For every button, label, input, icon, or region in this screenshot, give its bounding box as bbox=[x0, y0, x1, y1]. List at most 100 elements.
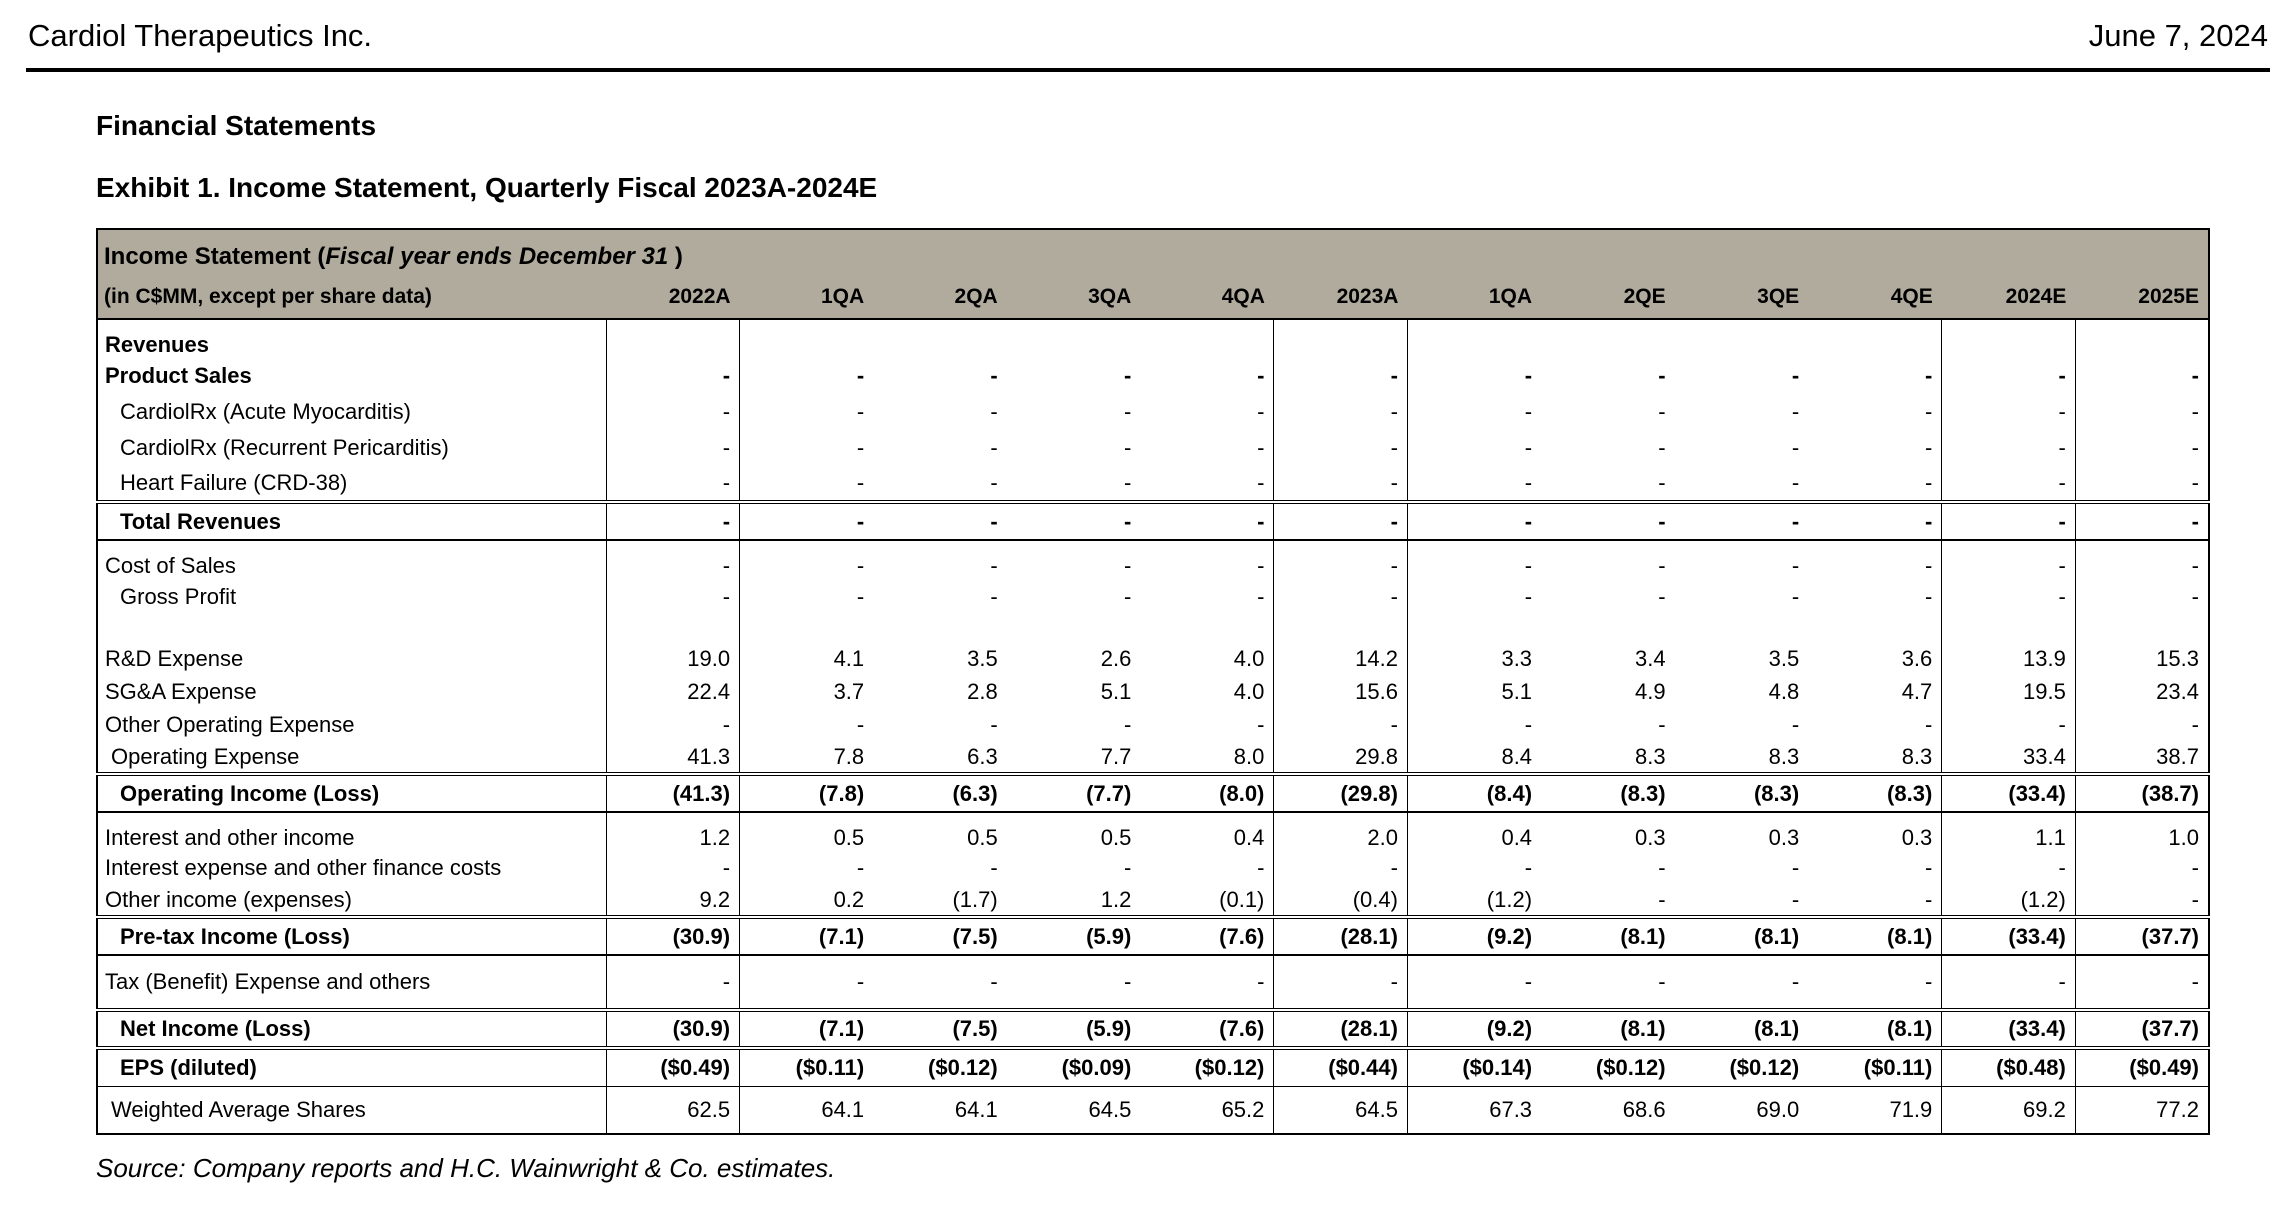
cell-value: - bbox=[1123, 711, 1132, 737]
cell-value bbox=[2075, 615, 2209, 642]
table-title-italic: Fiscal year ends December 31 bbox=[325, 242, 669, 270]
cell-value: 69.2 bbox=[1941, 1086, 2076, 1134]
cell-value: 4.1 bbox=[833, 645, 865, 671]
cell-value: - bbox=[1273, 851, 1408, 884]
table-title: Income Statement (Fiscal year ends Decem… bbox=[97, 229, 2209, 275]
cell-value: (5.9) bbox=[1006, 1008, 1141, 1050]
cell-value: 4.0 bbox=[1140, 642, 1275, 675]
cell-value: - bbox=[1808, 579, 1943, 615]
row-label: Tax (Benefit) Expense and others bbox=[97, 955, 607, 1010]
table-row: Total Revenues - - - - - - - - - - - - bbox=[97, 500, 2209, 541]
row-label: SG&A Expense bbox=[97, 675, 607, 708]
column-header: 2QA bbox=[873, 275, 1007, 320]
cell-value: - bbox=[1941, 358, 2076, 394]
cell-value: - bbox=[990, 584, 998, 609]
cell-value: 7.7 bbox=[1100, 743, 1132, 769]
row-label: Other Operating Expense bbox=[97, 708, 607, 741]
cell-value: - bbox=[990, 553, 998, 578]
cell-value: - bbox=[990, 711, 998, 737]
cell-value: 33.4 bbox=[1941, 741, 2076, 774]
cell-value bbox=[1007, 615, 1141, 642]
cell-value bbox=[873, 319, 1007, 358]
cell-value: 3.3 bbox=[1501, 645, 1533, 671]
cell-value: (8.1) bbox=[1541, 915, 1675, 956]
cell-value: - bbox=[1123, 584, 1132, 609]
cell-value: (37.7) bbox=[2075, 1008, 2209, 1050]
cell-value: ($0.11) bbox=[1808, 1048, 1943, 1087]
cell-value: (7.6) bbox=[1140, 915, 1275, 956]
cell-value: - bbox=[856, 553, 865, 578]
cell-value: (7.1) bbox=[739, 1008, 874, 1050]
section-title: Financial Statements bbox=[96, 110, 377, 141]
cell-value: 29.8 bbox=[1273, 741, 1408, 774]
cell-value: - bbox=[1524, 553, 1533, 578]
table-header: Income Statement (Fiscal year ends Decem… bbox=[97, 229, 2209, 320]
cell-value: 64.1 bbox=[821, 1096, 865, 1122]
column-header: 2022A bbox=[606, 275, 740, 320]
row-label bbox=[97, 615, 607, 642]
cell-value: (8.1) bbox=[1808, 915, 1943, 956]
cell-value: ($0.14) bbox=[1407, 1048, 1542, 1087]
cell-value: - bbox=[2191, 711, 2199, 737]
cell-value: (8.1) bbox=[1674, 1008, 1809, 1050]
cell-value: - bbox=[2191, 886, 2199, 912]
table-title-row: Income Statement (Fiscal year ends Decem… bbox=[97, 229, 2209, 275]
report-date: June 7, 2024 bbox=[2088, 18, 2268, 53]
cell-value: - bbox=[606, 955, 741, 1010]
cell-value bbox=[1808, 319, 1943, 358]
cell-value: - bbox=[1123, 470, 1132, 495]
cell-value: (33.4) bbox=[1941, 772, 2076, 813]
cell-value: 0.2 bbox=[833, 886, 865, 912]
cell-value: - bbox=[1273, 394, 1408, 430]
cell-value: - bbox=[1273, 579, 1408, 615]
cell-value bbox=[740, 319, 874, 358]
row-label: EPS (diluted) bbox=[97, 1048, 607, 1087]
cell-value: - bbox=[856, 435, 865, 460]
cell-value: - bbox=[1140, 579, 1275, 615]
table-row: Tax (Benefit) Expense and others - - - - - - - -… bbox=[97, 955, 2209, 1010]
cell-value: - bbox=[2191, 553, 2199, 578]
cell-value: - bbox=[2191, 854, 2199, 880]
cell-value: - bbox=[1808, 884, 1943, 917]
cell-value: ($0.11) bbox=[739, 1048, 874, 1087]
cell-value: (8.0) bbox=[1140, 772, 1275, 813]
exhibit-title: Exhibit 1. Income Statement, Quarterly F… bbox=[96, 172, 878, 203]
column-header: 3QE bbox=[1674, 275, 1809, 320]
cell-value bbox=[1541, 319, 1675, 358]
cell-value: - bbox=[1123, 854, 1132, 880]
cell-value: 0.3 bbox=[1768, 825, 1800, 850]
cell-value: 8.0 bbox=[1140, 741, 1275, 774]
cell-value: - bbox=[1658, 363, 1666, 388]
table-row: Gross Profit - - - - - - - - - - - - bbox=[97, 579, 2209, 615]
cell-value: - bbox=[1941, 500, 2076, 541]
cell-value: - bbox=[1808, 955, 1943, 1010]
cell-value: - bbox=[1273, 540, 1408, 579]
cell-value: - bbox=[1791, 854, 1800, 880]
cell-value: - bbox=[1524, 399, 1533, 424]
column-header: 1QA bbox=[739, 275, 874, 320]
cell-value: - bbox=[1123, 553, 1132, 578]
cell-value: - bbox=[1658, 886, 1666, 912]
cell-value: - bbox=[1808, 708, 1943, 741]
cell-value: 6.3 bbox=[967, 743, 998, 769]
cell-value: - bbox=[856, 470, 865, 495]
table-row: Cost of Sales - - - - - - - - - - - - bbox=[97, 540, 2209, 579]
income-statement-table: Income Statement (Fiscal year ends Decem… bbox=[96, 228, 2210, 1135]
cell-value: (7.5) bbox=[873, 1008, 1007, 1050]
cell-value: - bbox=[1140, 358, 1275, 394]
cell-value: - bbox=[1140, 708, 1275, 741]
row-label: CardiolRx (Acute Myocarditis) bbox=[97, 394, 607, 430]
cell-value: - bbox=[1658, 470, 1666, 495]
cell-value: (9.2) bbox=[1407, 915, 1542, 956]
cell-value: - bbox=[2191, 399, 2199, 424]
table-row: Net Income (Loss) (30.9) (7.1) (7.5) (5.9) (7… bbox=[97, 1008, 2209, 1050]
cell-value: 8.4 bbox=[1501, 743, 1533, 769]
cell-value: - bbox=[1808, 851, 1943, 884]
table-row: Weighted Average Shares 62.5 64.1 64.1 64.5 6… bbox=[97, 1086, 2209, 1134]
cell-value: - bbox=[1524, 470, 1533, 495]
cell-value: - bbox=[990, 854, 998, 880]
row-label: Product Sales bbox=[97, 358, 607, 394]
cell-value: 9.2 bbox=[606, 884, 741, 917]
cell-value: (8.3) bbox=[1541, 772, 1675, 813]
